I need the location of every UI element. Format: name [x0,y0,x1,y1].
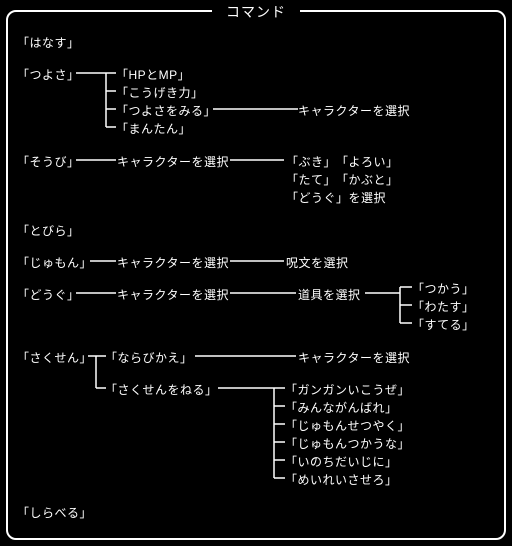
opt-minna: 「みんながんばれ」 [285,399,398,416]
cmd-jumon: 「じゅもん」 [17,254,92,271]
cmd-soubi: 「そうび」 [17,153,80,170]
cmd-dougu: 「どうぐ」 [17,286,80,303]
char-select-1: キャラクターを選択 [298,102,410,119]
cmd-tobira: 「とびら」 [17,222,80,239]
char-select-5: キャラクターを選択 [298,349,410,366]
opt-buki: 「ぶき」 [286,153,336,170]
opt-sakusen-neru: 「さくせんをねる」 [105,381,218,398]
opt-jumon-tsukauna: 「じゅもんつかうな」 [285,435,410,452]
opt-dougu-select: 「どうぐ」を選択 [286,189,386,206]
cmd-hanasu: 「はなす」 [17,34,80,51]
cmd-tsuyosa: 「つよさ」 [17,66,80,83]
char-select-4: キャラクターを選択 [117,286,229,303]
opt-kougekiryoku: 「こうげき力」 [116,84,204,101]
cmd-sakusen: 「さくせん」 [17,349,92,366]
opt-yoroi: 「よろい」 [336,153,399,170]
opt-hpmp: 「HPとMP」 [116,66,190,83]
char-select-2: キャラクターを選択 [117,153,229,170]
opt-suteru: 「すてる」 [412,316,475,333]
cmd-shiraberu: 「しらべる」 [17,504,92,521]
opt-mantan: 「まんたん」 [116,120,191,137]
opt-narabikae: 「ならびかえ」 [105,349,193,366]
dougu-select2: 道具を選択 [298,286,361,303]
opt-gangan: 「ガンガンいこうぜ」 [285,381,410,398]
opt-meirei: 「めいれいさせろ」 [285,471,398,488]
opt-inochi: 「いのちだいじに」 [285,453,398,470]
opt-tate: 「たて」 [286,171,336,188]
opt-tsuyosa-miru: 「つよさをみる」 [116,102,216,119]
char-select-3: キャラクターを選択 [117,254,229,271]
jumon-select: 呪文を選択 [286,254,349,271]
opt-tsukau: 「つかう」 [412,280,475,297]
opt-kabuto: 「かぶと」 [336,171,399,188]
opt-watasu: 「わたす」 [412,298,475,315]
opt-jumon-setsuyaku: 「じゅもんせつやく」 [285,417,410,434]
